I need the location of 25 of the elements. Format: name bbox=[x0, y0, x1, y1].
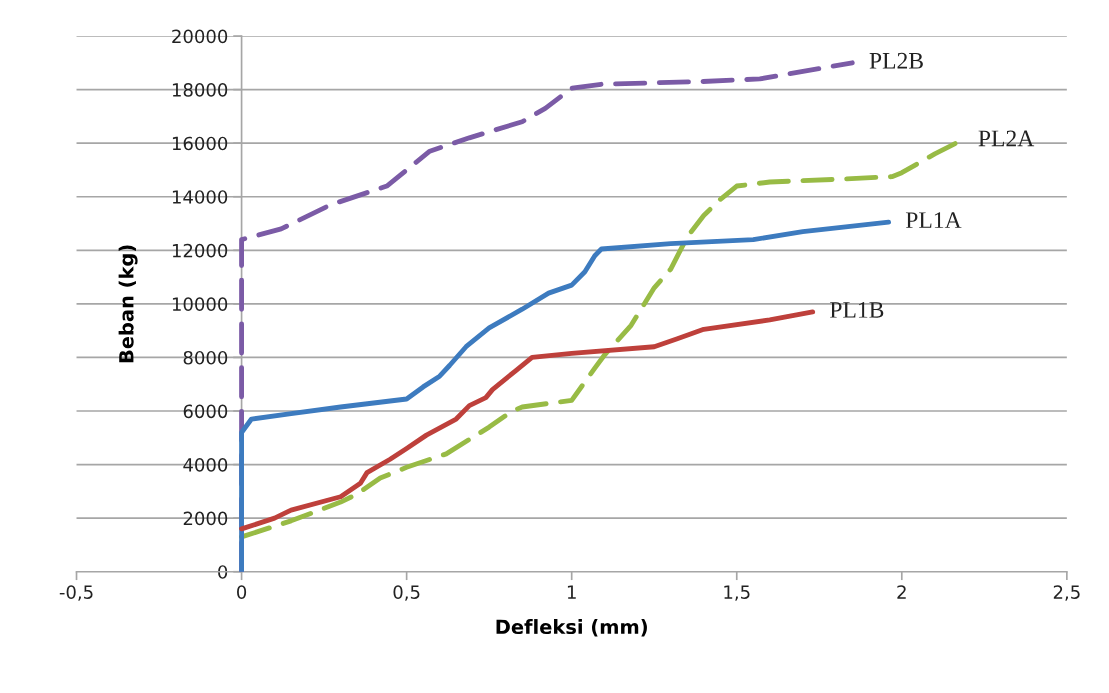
series-label: PL1A bbox=[905, 212, 962, 228]
series-label: PL2A bbox=[978, 130, 1035, 147]
y-tick-label: 2000 bbox=[183, 511, 228, 526]
x-tick-label: 0,5 bbox=[393, 585, 420, 601]
y-tick-label: 14000 bbox=[172, 190, 228, 204]
y-tick-label: 10000 bbox=[172, 297, 228, 311]
series-label: PL2B bbox=[869, 52, 923, 69]
x-axis-title: Defleksi (mm) bbox=[496, 619, 647, 637]
y-tick-label: 18000 bbox=[172, 83, 228, 97]
y-tick-label: 12000 bbox=[172, 243, 228, 258]
x-tick-label: 0 bbox=[237, 585, 247, 599]
y-tick-label: 8000 bbox=[183, 350, 228, 365]
x-tick-label: -0,5 bbox=[59, 585, 93, 601]
series-label: PL1B bbox=[830, 302, 884, 318]
line-series bbox=[239, 309, 816, 532]
y-tick-label: 4000 bbox=[183, 458, 228, 472]
y-tick-label: 20000 bbox=[172, 29, 228, 44]
x-tick-label: 2 bbox=[897, 585, 906, 599]
x-tick-label: 1 bbox=[567, 585, 576, 599]
y-axis-title: Beban (kg) bbox=[118, 245, 138, 363]
y-tick-label: 16000 bbox=[172, 136, 228, 151]
y-tick-label: 6000 bbox=[183, 404, 228, 419]
x-tick-label: 1,5 bbox=[724, 585, 750, 601]
line-series bbox=[239, 219, 892, 572]
x-tick-label: 2,5 bbox=[1053, 585, 1080, 601]
